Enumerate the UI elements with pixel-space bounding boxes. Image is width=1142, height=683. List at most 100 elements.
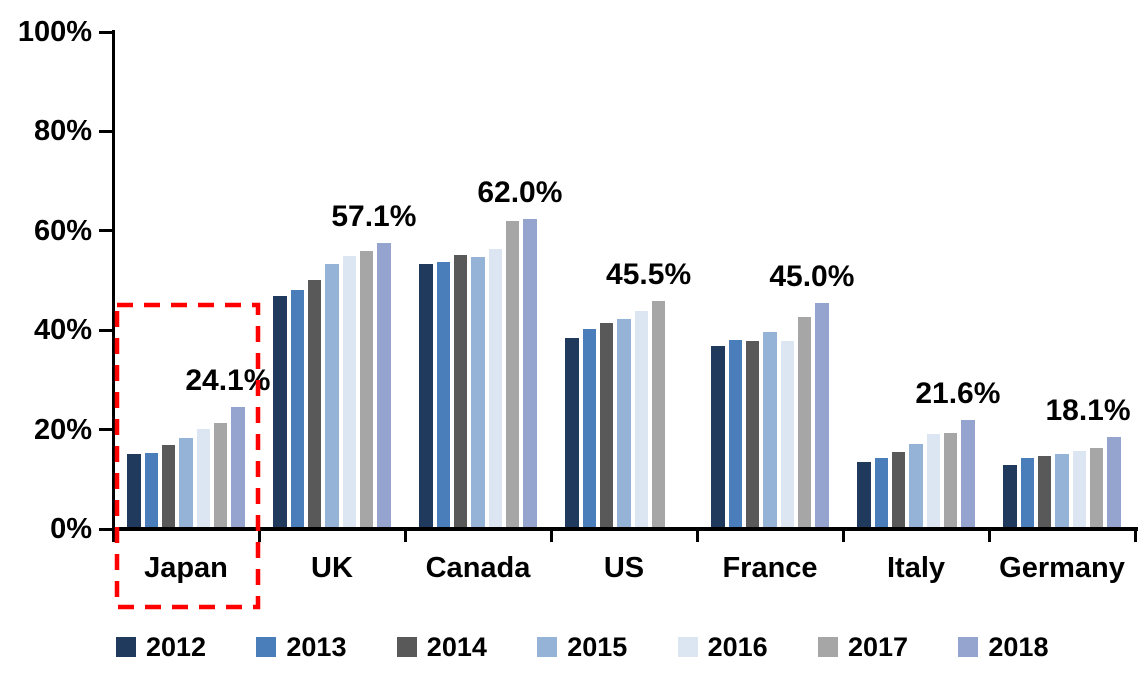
y-axis-tick-label: 0% [50, 513, 92, 545]
category-label-us: US [603, 552, 645, 584]
y-axis-tick-label: 80% [33, 115, 92, 148]
bar-canada-2012 [419, 264, 433, 527]
legend-label: 2014 [426, 632, 487, 662]
bar-japan-2018 [231, 407, 245, 527]
bar-germany-2013 [1020, 457, 1035, 527]
bar-japan-2016 [196, 429, 211, 527]
value-label: 45.0% [769, 260, 855, 294]
legend-swatch-2018 [958, 637, 979, 657]
legend-swatch-2012 [116, 637, 136, 657]
bar-us-2013 [582, 329, 597, 527]
bar-canada-2016 [488, 248, 503, 527]
x-axis-tickmark [111, 529, 115, 542]
y-axis-tickmark [99, 129, 113, 133]
bar-japan-2012 [127, 454, 141, 527]
category-label-japan: Japan [144, 552, 228, 584]
bar-italy-2018 [961, 419, 975, 527]
bar-uk-2013 [290, 289, 305, 527]
bar-uk-2012 [273, 296, 287, 527]
legend-label: 2015 [567, 632, 628, 662]
value-label: 57.1% [331, 200, 417, 234]
legend-label: 2016 [707, 632, 768, 662]
x-axis-line [111, 527, 1138, 531]
value-label: 45.5% [606, 257, 692, 291]
bar-us-2012 [565, 338, 579, 527]
bar-france-2012 [711, 346, 725, 527]
bar-germany-2018 [1107, 437, 1121, 527]
legend-item-2013: 2013 [256, 631, 346, 663]
bar-japan-2014 [161, 445, 176, 527]
bar-italy-2013 [874, 457, 889, 527]
bar-canada-2018 [523, 218, 537, 527]
y-axis-tickmark [99, 229, 113, 233]
bar-us-2017 [651, 300, 666, 527]
category-label-italy: Italy [886, 552, 946, 584]
bar-germany-2014 [1037, 455, 1052, 527]
legend-label: 2018 [988, 632, 1049, 662]
legend-label: 2017 [848, 632, 909, 662]
bar-canada-2015 [471, 256, 485, 527]
bar-france-2016 [780, 341, 795, 527]
x-axis-tickmark [549, 529, 553, 542]
x-axis-tickmark [987, 529, 991, 542]
y-axis-line [111, 30, 115, 531]
bar-us-2015 [617, 319, 631, 527]
bar-italy-2015 [909, 444, 923, 527]
bar-uk-2014 [307, 279, 322, 527]
legend-item-2018: 2018 [958, 631, 1048, 663]
bar-france-2017 [797, 317, 812, 527]
value-label: 62.0% [477, 175, 563, 209]
bar-france-2015 [763, 332, 777, 527]
category-label-uk: UK [311, 552, 353, 584]
bar-japan-2015 [179, 438, 193, 527]
legend-swatch-2015 [537, 637, 558, 657]
bar-france-2018 [815, 303, 829, 527]
bar-japan-2017 [213, 423, 228, 527]
bar-uk-2018 [377, 243, 391, 527]
bar-italy-2016 [926, 433, 941, 527]
legend-item-2012: 2012 [116, 631, 206, 663]
category-label-germany: Germany [999, 552, 1125, 584]
bar-germany-2015 [1055, 454, 1069, 527]
value-label: 18.1% [1045, 394, 1131, 428]
bar-germany-2012 [1003, 465, 1017, 527]
x-axis-tickmark [695, 529, 699, 542]
legend-item-2015: 2015 [537, 631, 627, 663]
bar-uk-2015 [325, 263, 339, 527]
y-axis-tickmark [99, 328, 113, 332]
legend-item-2016: 2016 [677, 631, 768, 663]
legend-swatch-2013 [256, 637, 277, 657]
bar-france-2013 [728, 340, 743, 527]
legend-label: 2013 [286, 632, 347, 662]
category-label-france: France [722, 552, 818, 584]
bar-italy-2017 [943, 433, 958, 527]
y-axis-tickmark [99, 428, 113, 432]
x-axis-tickmark [403, 529, 407, 542]
y-axis-tickmark [99, 527, 113, 531]
bar-germany-2016 [1072, 451, 1087, 527]
y-axis-tick-label: 20% [33, 413, 92, 446]
bar-italy-2012 [857, 461, 871, 527]
legend-swatch-2016 [677, 637, 698, 657]
y-axis-tickmark [99, 30, 113, 34]
y-axis-tick-label: 40% [33, 314, 92, 347]
y-axis-tick-label: 100% [17, 16, 92, 48]
bar-canada-2017 [505, 221, 520, 527]
legend-swatch-2014 [396, 637, 417, 657]
bar-france-2014 [745, 340, 760, 527]
x-axis-tickmark [1133, 529, 1137, 542]
bar-italy-2014 [891, 451, 906, 527]
x-axis-tickmark [257, 529, 261, 542]
bar-japan-2013 [144, 452, 159, 527]
y-axis-tick-label: 60% [33, 214, 92, 247]
category-label-canada: Canada [425, 552, 531, 584]
bar-us-2014 [599, 323, 614, 527]
legend-label: 2012 [146, 632, 207, 662]
bar-uk-2016 [342, 256, 357, 527]
bar-us-2016 [634, 311, 649, 527]
bar-germany-2017 [1089, 448, 1104, 527]
value-label: 21.6% [915, 376, 1001, 410]
x-axis-tickmark [841, 529, 845, 542]
bar-uk-2017 [359, 250, 374, 527]
